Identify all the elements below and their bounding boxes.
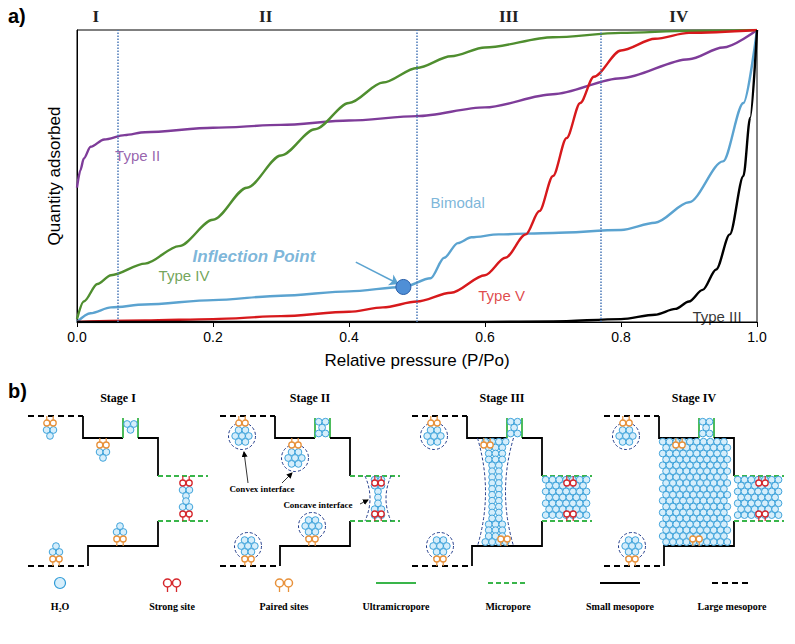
- svg-text:IV: IV: [669, 7, 689, 26]
- svg-text:Stage I: Stage I: [100, 391, 136, 405]
- svg-text:Quantity adsorbed: Quantity adsorbed: [45, 107, 64, 246]
- svg-text:b): b): [8, 380, 27, 402]
- svg-text:Strong site: Strong site: [149, 601, 195, 612]
- svg-text:Bimodal: Bimodal: [431, 194, 485, 211]
- svg-text:Type II: Type II: [115, 147, 160, 164]
- svg-text:H₂O: H₂O: [51, 601, 70, 612]
- svg-text:a): a): [8, 5, 26, 27]
- svg-text:II: II: [259, 7, 273, 26]
- svg-text:0.6: 0.6: [475, 329, 495, 345]
- svg-text:Ultramicropore: Ultramicropore: [363, 601, 430, 612]
- svg-text:Convex interface: Convex interface: [229, 484, 294, 494]
- svg-text:Inflection Point: Inflection Point: [193, 247, 317, 266]
- svg-text:Stage III: Stage III: [479, 391, 524, 405]
- svg-text:Paired sites: Paired sites: [260, 601, 309, 612]
- svg-text:1.0: 1.0: [747, 329, 767, 345]
- svg-text:0.0: 0.0: [67, 329, 87, 345]
- svg-text:Relative pressure (P/Po): Relative pressure (P/Po): [324, 351, 509, 370]
- svg-text:Stage II: Stage II: [290, 391, 331, 405]
- svg-text:I: I: [92, 7, 99, 26]
- svg-text:Stage IV: Stage IV: [672, 391, 717, 405]
- svg-text:0.8: 0.8: [611, 329, 631, 345]
- svg-text:Small mesopore: Small mesopore: [586, 601, 654, 612]
- svg-text:Micropore: Micropore: [485, 601, 531, 612]
- svg-text:Type IV: Type IV: [159, 267, 210, 284]
- svg-text:Type V: Type V: [478, 287, 525, 304]
- svg-text:Concave interface: Concave interface: [283, 500, 352, 510]
- svg-text:0.4: 0.4: [339, 329, 359, 345]
- svg-text:0.2: 0.2: [203, 329, 223, 345]
- svg-text:Large mesopore: Large mesopore: [698, 601, 768, 612]
- svg-text:Type III: Type III: [692, 308, 741, 325]
- svg-text:III: III: [499, 7, 519, 26]
